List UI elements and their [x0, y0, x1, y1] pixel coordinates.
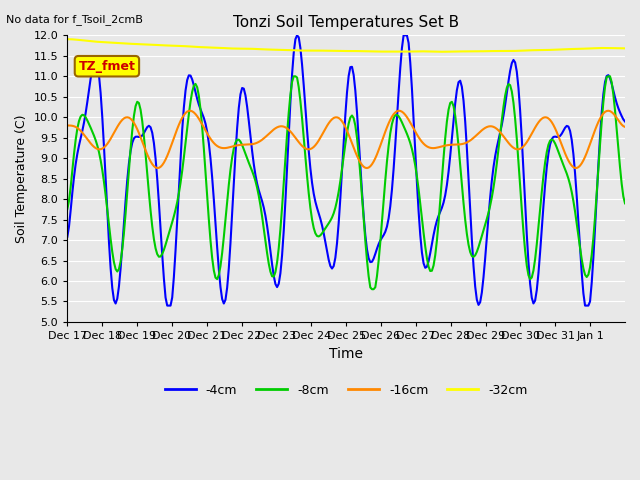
Y-axis label: Soil Temperature (C): Soil Temperature (C): [15, 114, 28, 243]
Legend: -4cm, -8cm, -16cm, -32cm: -4cm, -8cm, -16cm, -32cm: [159, 379, 532, 402]
Title: Tonzi Soil Temperatures Set B: Tonzi Soil Temperatures Set B: [233, 15, 460, 30]
Text: TZ_fmet: TZ_fmet: [79, 60, 136, 73]
X-axis label: Time: Time: [329, 347, 363, 360]
Text: No data for f_Tsoil_2cmB: No data for f_Tsoil_2cmB: [6, 14, 143, 25]
